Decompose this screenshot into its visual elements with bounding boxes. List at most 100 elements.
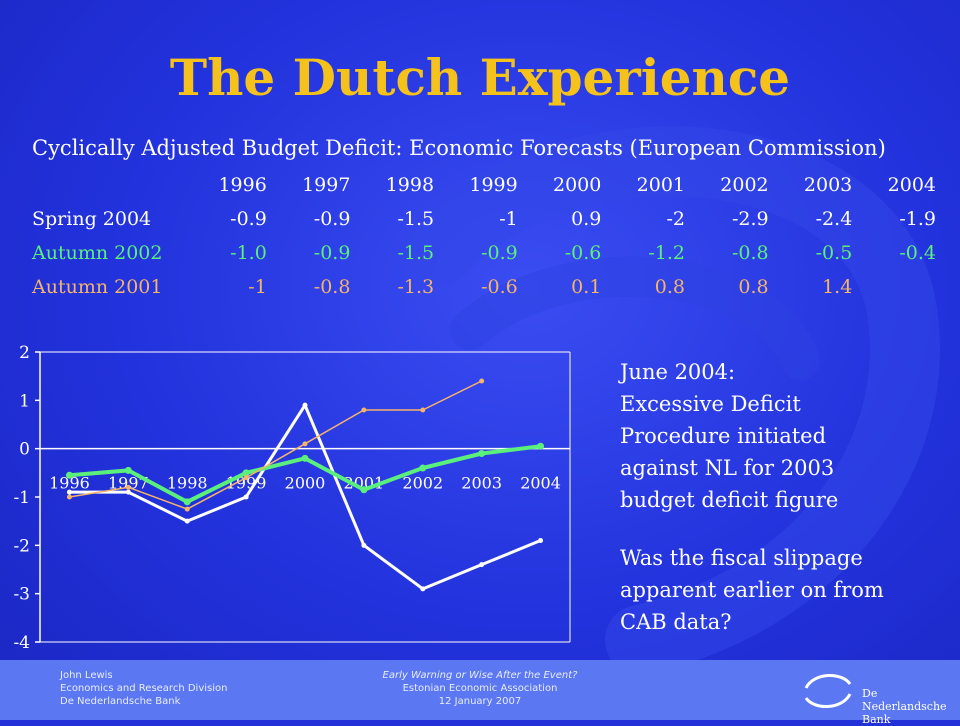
table-cell: -0.9 <box>230 208 267 230</box>
table-cell: -1.3 <box>397 276 435 298</box>
data-point <box>124 466 132 474</box>
row-label: Spring 2004 <box>32 208 152 230</box>
year-header: 1996 <box>218 174 267 196</box>
data-point <box>478 450 486 457</box>
footer-institution: De Nederlandsche Bank <box>60 696 181 707</box>
slide-title: The Dutch Experience <box>169 48 791 107</box>
x-tick-label: 1997 <box>108 474 149 493</box>
y-tick-label: -4 <box>13 633 30 653</box>
footer-venue: Estonian Economic Association <box>402 683 558 694</box>
data-point <box>537 442 545 450</box>
data-point <box>479 562 485 568</box>
table-cell: -1 <box>499 208 518 230</box>
footer-author-block: John Lewis Economics and Research Divisi… <box>60 669 227 708</box>
series-line <box>69 403 542 591</box>
data-point <box>65 471 73 479</box>
data-point <box>66 494 72 500</box>
x-tick-label: 2003 <box>461 474 502 493</box>
header-blank-cell <box>32 168 183 202</box>
table-cell: -0.9 <box>313 242 351 264</box>
data-point <box>302 402 308 408</box>
y-tick-label: 1 <box>19 391 30 411</box>
footer-event-block: Early Warning or Wise After the Event? E… <box>290 669 670 708</box>
year-header: 2002 <box>720 174 769 196</box>
table-cell: -1.2 <box>648 242 685 264</box>
x-tick-label: 2000 <box>285 474 326 493</box>
annotation-spacer <box>620 516 940 542</box>
annotation-line: against NL for 2003 <box>620 456 835 480</box>
data-point <box>183 498 191 506</box>
year-header: 2004 <box>887 174 936 196</box>
table-cell: -2.9 <box>732 208 769 230</box>
table-cell <box>852 270 936 304</box>
table-header-row: 1996 1997 1998 1999 2000 2001 2002 2003 … <box>32 168 936 202</box>
data-point <box>361 407 367 413</box>
data-point <box>479 378 485 384</box>
x-tick-label: 2004 <box>520 474 561 493</box>
table-cell: -0.6 <box>564 242 602 264</box>
x-tick-label: 2002 <box>402 474 443 493</box>
data-point <box>243 494 249 500</box>
table-row-spring-2004: Spring 2004 -0.9 -0.9 -1.5 -1 0.9 -2 -2.… <box>32 202 936 236</box>
footer-date: 12 January 2007 <box>438 696 522 707</box>
table-cell: 0.1 <box>571 276 602 298</box>
annotation-line: Excessive Deficit <box>620 392 801 416</box>
data-point <box>242 469 250 477</box>
table-cell: -0.9 <box>481 242 518 264</box>
data-point <box>419 464 427 472</box>
table-cell: -0.8 <box>732 242 769 264</box>
annotation-line: budget deficit figure <box>620 488 839 512</box>
row-label: Autumn 2002 <box>32 242 163 264</box>
table-cell: -2.4 <box>815 208 853 230</box>
footer-talk-title: Early Warning or Wise After the Event? <box>382 670 578 681</box>
table-cell: -1 <box>248 276 267 298</box>
data-point <box>125 489 131 495</box>
annotation-line: CAB data? <box>620 610 732 634</box>
data-point <box>243 475 249 481</box>
data-point <box>184 518 190 524</box>
table-cell: 1.4 <box>822 276 853 298</box>
table-cell: 0.8 <box>738 276 769 298</box>
table-cell: -1.9 <box>899 208 936 230</box>
y-tick-label: 2 <box>19 343 30 363</box>
data-point <box>302 441 308 447</box>
data-point <box>538 538 544 543</box>
table-cell: 0.8 <box>654 276 685 298</box>
x-tick-label: 1996 <box>49 474 90 493</box>
table-title: Cyclically Adjusted Budget Deficit: Econ… <box>32 136 886 160</box>
row-label: Autumn 2001 <box>32 276 163 298</box>
table-cell: -0.5 <box>815 242 853 264</box>
annotation-text: June 2004: Excessive Deficit Procedure i… <box>620 356 940 638</box>
table-cell: -0.6 <box>481 276 518 298</box>
year-header: 2003 <box>803 174 853 196</box>
data-point <box>301 454 309 462</box>
footer-bar: John Lewis Economics and Research Divisi… <box>0 660 960 726</box>
y-tick-label: -3 <box>13 585 30 605</box>
year-header: 2000 <box>553 174 602 196</box>
table-row-autumn-2001: Autumn 2001 -1 -0.8 -1.3 -0.6 0.1 0.8 0.… <box>32 270 936 304</box>
data-point <box>360 486 368 494</box>
series-line <box>69 380 482 510</box>
footer-brand: De Nederlandsche Bank <box>862 687 947 726</box>
data-point <box>420 586 426 592</box>
table-row-autumn-2002: Autumn 2002 -1.0 -0.9 -1.5 -0.9 -0.6 -1.… <box>32 236 936 270</box>
table-cell: -1.5 <box>397 242 435 264</box>
annotation-line: apparent earlier on from <box>620 578 884 602</box>
data-point <box>66 489 72 495</box>
forecast-table: 1996 1997 1998 1999 2000 2001 2002 2003 … <box>32 168 936 304</box>
data-point <box>125 484 131 490</box>
table-cell: -0.8 <box>313 276 351 298</box>
year-header: 1999 <box>469 174 518 196</box>
annotation-line: June 2004: <box>620 360 736 384</box>
footer-author: John Lewis <box>60 670 113 681</box>
year-header: 2001 <box>636 174 685 196</box>
table-cell: -0.4 <box>899 242 936 264</box>
table-cell: -0.9 <box>313 208 351 230</box>
data-point <box>420 407 426 413</box>
y-tick-label: 0 <box>19 440 30 460</box>
annotation-line: Was the fiscal slippage <box>620 546 863 570</box>
table-cell: -2 <box>666 208 685 230</box>
y-tick-label: -1 <box>13 488 30 508</box>
